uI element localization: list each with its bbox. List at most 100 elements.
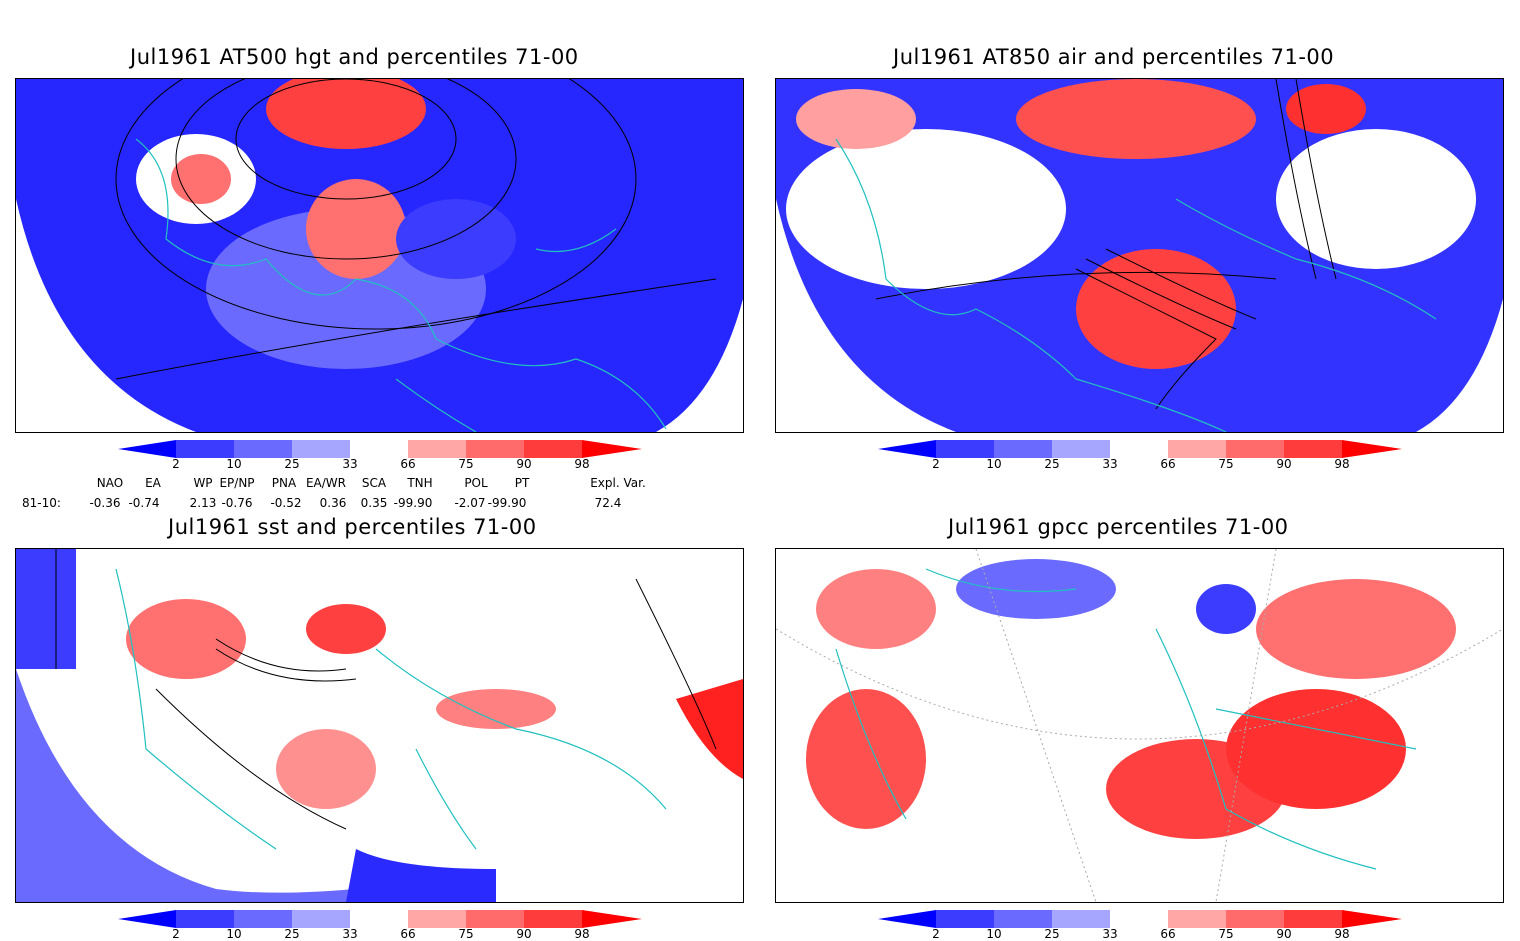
colorbar-segment [292,440,350,458]
colorbar-segment [1342,440,1402,458]
index-value: 0.36 [319,496,347,510]
index-header: EP/NP [219,476,255,490]
colorbar-segment [350,440,408,458]
gpcc-grid [776,549,1503,902]
colorbar-segment [994,910,1052,928]
sst-contours [55,549,717,830]
colorbar-segment [118,910,176,928]
colorbar-tick-label: 33 [342,457,358,471]
colorbar-tick-label: 75 [1218,927,1234,941]
colorbar-tick-label: 10 [986,927,1002,941]
colorbar-top-left: 2 10 25 33 66 75 90 98 [118,440,642,471]
colorbar-segment [176,910,234,928]
map-hgt500 [15,78,744,433]
teleconnection-table: NAO EA WP EP/NP PNA EA/WR SCA TNH POL PT Expl. Var… [0,474,760,514]
colorbar-segment [408,910,466,928]
index-header: PNA [271,476,297,490]
colorbar-tick-label: 25 [284,927,300,941]
colorbar-segment [878,440,936,458]
colorbar-bottom-left: 2 10 25 33 66 75 90 98 [118,910,642,941]
map-air850 [775,78,1504,433]
colorbar-segment [936,910,994,928]
colorbar-tick-label: 98 [1334,457,1350,471]
colorbar-tick-label: 66 [1160,927,1176,941]
colorbar-segment [466,910,524,928]
colorbar-tick-label: 2 [932,927,940,941]
colorbar-tick-label: 98 [1334,927,1350,941]
colorbar-tick-label: 66 [400,927,416,941]
index-value: -0.36 [89,496,121,510]
panel-title-air850: Jul1961 AT850 air and percentiles 71-00 [893,45,1335,69]
panel-title-sst: Jul1961 sst and percentiles 71-00 [168,515,537,539]
index-value: -0.52 [270,496,302,510]
colorbar-bottom-right: 2 10 25 33 66 75 90 98 [878,910,1402,941]
colorbar-tick-label: 2 [172,927,180,941]
colorbar-segment [1342,910,1402,928]
colorbar-segment [1052,910,1110,928]
index-header: TNH [407,476,433,490]
colorbar-tick-label: 75 [458,457,474,471]
colorbar-tick-label: 25 [1044,927,1060,941]
index-header: WP [193,476,213,490]
colorbar-tick-label: 2 [932,457,940,471]
index-header: EA/WR [305,476,347,490]
colorbar-tick-label: 2 [172,457,180,471]
index-header: NAO [96,476,124,490]
index-header: SCA [361,476,387,490]
colorbar-segment [524,910,582,928]
map-gpcc [775,548,1504,903]
index-header: EA [145,476,161,490]
colorbar-segment [292,910,350,928]
index-value: 72.4 [594,496,622,510]
colorbar-segment [1110,440,1168,458]
gpcc-coastlines [835,568,1417,870]
index-value: -2.07 [454,496,486,510]
index-value: 0.35 [360,496,388,510]
colorbar-segment [524,440,582,458]
colorbar-tick-label: 10 [986,457,1002,471]
colorbar-segment [176,440,234,458]
colorbar-segment [1226,440,1284,458]
hgt-coastlines [135,138,667,432]
hgt-contours [115,79,717,380]
colorbar-segment [936,440,994,458]
colorbar-tick-label: 90 [1276,457,1292,471]
colorbar-segment [1284,910,1342,928]
colorbar-segment [118,440,176,458]
colorbar-segment [994,440,1052,458]
panel-title-hgt500: Jul1961 AT500 hgt and percentiles 71-00 [130,45,579,69]
colorbar-segment [582,440,642,458]
colorbar-tick-label: 66 [1160,457,1176,471]
air-contours [875,79,1337,410]
colorbar-tick-label: 33 [1102,927,1118,941]
colorbar-tick-label: 25 [284,457,300,471]
colorbar-tick-label: 90 [1276,927,1292,941]
colorbar-segment [1168,910,1226,928]
colorbar-segment [234,910,292,928]
colorbar-segment [1226,910,1284,928]
colorbar-tick-label: 75 [458,927,474,941]
index-value: 2.13 [189,496,217,510]
colorbar-segment [350,910,408,928]
colorbar-tick-label: 25 [1044,457,1060,471]
colorbar-tick-label: 98 [574,457,590,471]
colorbar-tick-label: 10 [226,457,242,471]
index-value: -99.90 [487,496,527,510]
panel-title-gpcc: Jul1961 gpcc percentiles 71-00 [948,515,1289,539]
colorbar-segment [1110,910,1168,928]
colorbar-tick-label: 90 [516,457,532,471]
colorbar-tick-label: 98 [574,927,590,941]
colorbar-tick-label: 33 [1102,457,1118,471]
colorbar-tick-label: 66 [400,457,416,471]
colorbar-segment [234,440,292,458]
colorbar-segment [466,440,524,458]
colorbar-segment [408,440,466,458]
colorbar-tick-label: 10 [226,927,242,941]
colorbar-segment [878,910,936,928]
air-coastlines [835,138,1437,432]
colorbar-segment [1052,440,1110,458]
index-header: POL [464,476,488,490]
colorbar-tick-label: 33 [342,927,358,941]
colorbar-top-right: 2 10 25 33 66 75 90 98 [878,440,1402,471]
colorbar-tick-label: 90 [516,927,532,941]
